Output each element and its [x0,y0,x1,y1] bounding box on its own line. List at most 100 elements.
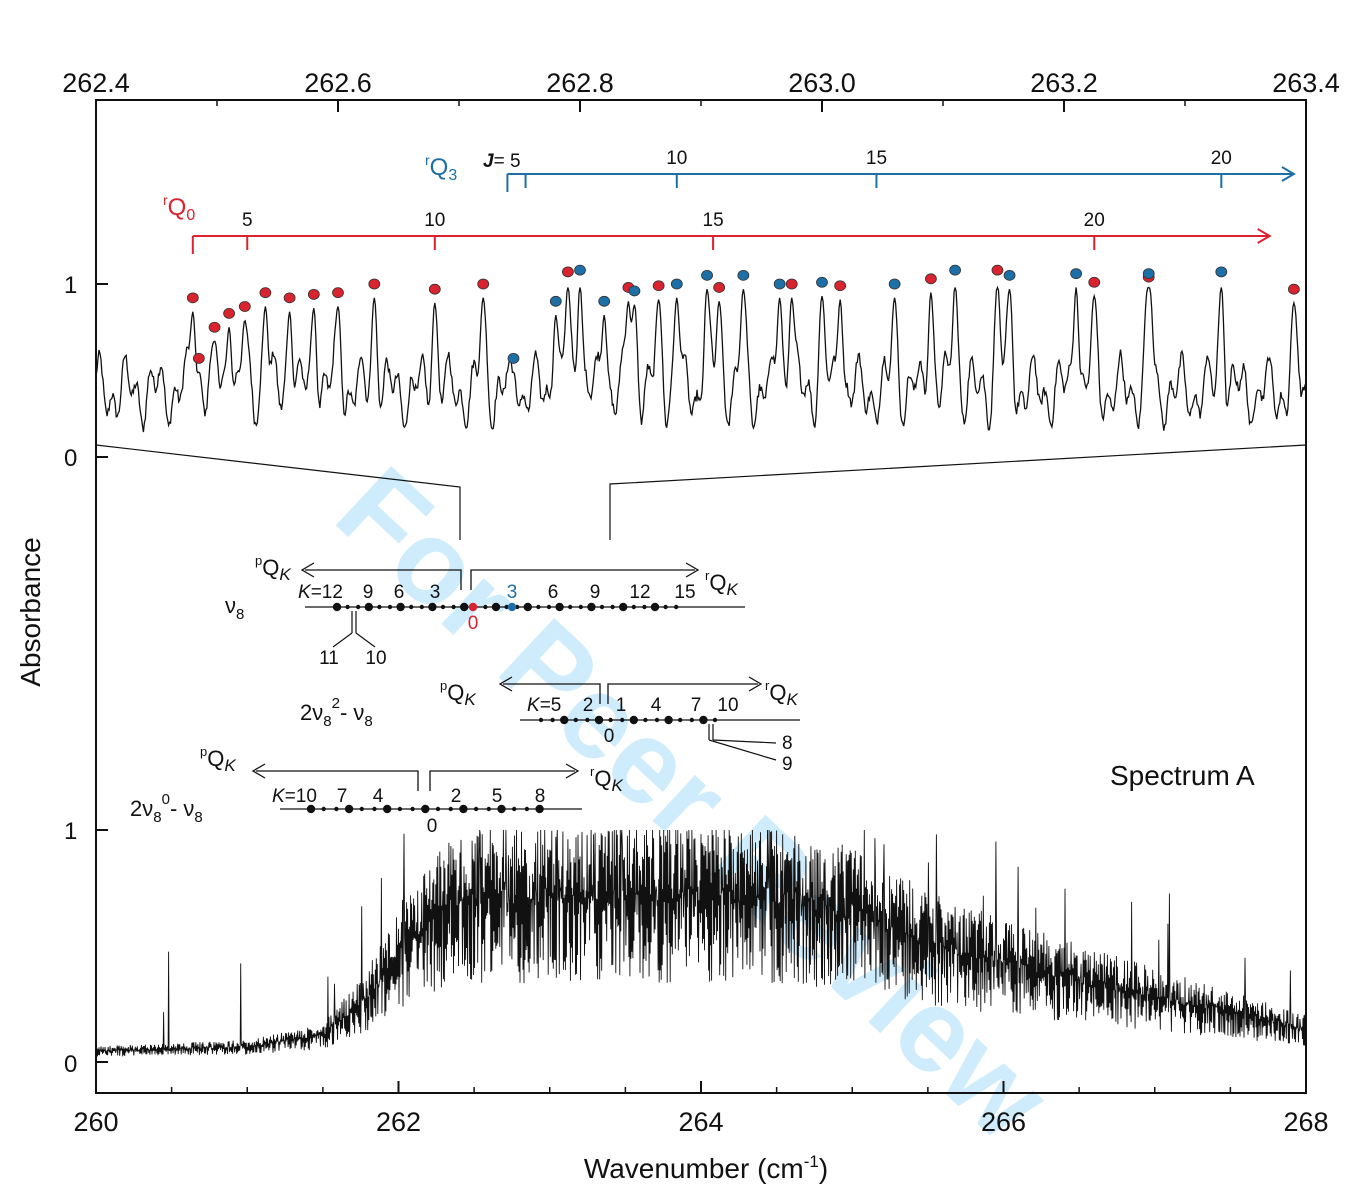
band-2nu8-0-pQK: pQK [200,744,236,775]
band-2nu8-2-k-suffix: =5 [540,695,562,716]
band-2nu8-0-sub: 8 [153,809,161,826]
band-2nu8-2-p-main: Q [447,680,464,705]
band-level-dot-major [523,602,532,612]
band-2nu8-0-right-label-2: 8 [535,786,546,807]
band-level-dot-minor [372,806,377,812]
rQ0-j-label: 5 [242,210,253,231]
band-level-dot-minor [524,806,530,812]
top-x-axis: 262.4 262.6 262.8 263.0 263.2 263.4 [62,68,1340,112]
band-2nu8-2-right-label-2: 7 [691,695,702,716]
band-level-dot-minor [451,604,456,610]
rQ3-marker [507,352,520,364]
band-nu8-right-label-3: 12 [629,582,650,603]
x-axis-label: Wavenumber (cm-1) [584,1152,828,1184]
band-2nu8-2-k-eq: K=5 [527,695,561,716]
band-level-dot-minor [631,604,636,610]
band-level-dot-minor [538,717,544,723]
band-2nu8-0-left-label-1: 4 [373,786,384,807]
band-level-dot-minor [387,604,393,610]
band-level-dot-minor [334,806,339,812]
band-nu8-p-arrowhead [300,562,315,578]
rQ3-marker [628,285,641,297]
rQ0-marker [562,266,574,278]
band-2nu8-2-p-sub: K [464,690,476,709]
upper-spectrum-trace [95,285,1307,433]
rQ0-marker [652,280,665,292]
rQ3-marker [1003,269,1016,281]
band-level-dot-minor [515,604,520,610]
band-2nu8-2-r-main: Q [769,680,786,705]
top-xtick-label: 262.6 [304,68,372,98]
band-2nu8-2-r-prefix: r [765,678,770,693]
band-2nu8-0-pre: 2ν [130,796,153,821]
zoom-connector-left [95,444,461,540]
rQ0-marker [925,273,937,285]
x-axis-label-end: ) [819,1153,828,1184]
band-level-dot-major [699,715,708,725]
top-xtick-label: 263.4 [1272,68,1340,98]
band-nu8-p-bracket [305,569,462,590]
rQ0-marker [1288,283,1300,295]
band-2nu8-0-k-eq: K=10 [272,786,317,807]
band-2nu8-2-right-label-3: 10 [717,695,738,716]
band-nu8-origin-dot [468,602,478,612]
band-nu8-r-main: Q [709,570,726,595]
x-axis-label-sup: -1 [804,1152,819,1171]
band-nu8-split-3 [332,632,353,648]
band-level-dot-minor [321,806,326,812]
rQ3-marker [888,278,901,290]
lower-spectrum-trace [95,829,1307,1057]
band-nu8-r-bracket [470,569,695,590]
upper-ytick-1: 1 [64,272,77,299]
band-level-dot-minor [654,717,660,723]
band-2nu8-2: 2ν82- ν8 pQK rQK K=5 2 1 4 7 10 0 8 9 [300,676,800,775]
rQ0-marker [259,287,272,299]
band-2nu8-2-right-label-1: 4 [651,695,662,716]
band-level-dot-minor [573,717,578,723]
spectrum-title: Spectrum A [1110,760,1255,791]
band-level-dot-minor [419,604,424,610]
rQ0-marker [713,282,726,293]
band-level-dot-major [364,602,373,612]
band-2nu8-2-split-4 [708,739,777,761]
band-level-dot-major [619,602,628,612]
band-2nu8-2-split-label-0: 8 [782,733,793,754]
band-level-dot-minor [608,717,613,723]
rQ0-marker [834,280,847,292]
rQ0-sub: 0 [186,207,195,224]
band-2nu8-2-r-sub: K [786,690,798,709]
rQ3-j-label: 15 [866,148,887,169]
band-2nu8-0-p-arrowhead [251,763,266,779]
band-level-dot-minor [674,604,679,610]
top-xtick-label: 262.4 [62,68,130,98]
bottom-x-axis: 260 262 264 266 268 [73,1081,1329,1137]
rQ3-marker [574,264,586,276]
rQ0-marker [332,287,344,299]
band-level-dot-minor [546,604,552,610]
rQ0-marker [238,301,251,312]
band-2nu8-0-post: - ν [170,796,194,821]
band-nu8-p-sub: K [279,565,291,584]
band-level-dot-minor [599,604,605,610]
lower-ytick-0: 0 [64,1051,77,1078]
band-2nu8-2-right-label-0: 1 [616,695,627,716]
rQ3-j-label: 10 [666,148,687,169]
band-2nu8-2-sup: 2 [332,695,340,712]
band-2nu8-2-p-arrowhead [498,676,513,692]
band-2nu8-2-r-arrowhead [748,676,763,692]
band-level-dot-major [332,602,342,612]
band-level-dot-minor [689,717,694,723]
rQ0-label: rQ0 [163,192,195,224]
band-2nu8-2-p-prefix: p [440,678,447,693]
bottom-xtick-label: 260 [73,1107,118,1137]
band-level-dot-minor [568,604,573,610]
band-level-dot-major [460,602,469,612]
band-level-dot-major [421,804,430,814]
rQ3-marker [598,295,611,307]
upper-ytick-0: 0 [64,445,77,472]
band-nu8-main: ν [225,593,236,618]
band-level-dot-minor [356,604,361,610]
watermark: For Peer Review [312,442,1074,1166]
band-level-dot-major [535,804,544,814]
